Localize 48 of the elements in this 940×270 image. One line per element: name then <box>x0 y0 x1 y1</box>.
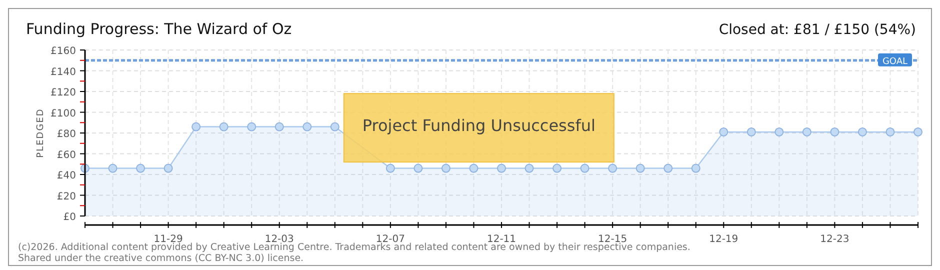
point <box>274 122 284 132</box>
y-tick-label: £160 <box>50 46 76 57</box>
point <box>386 164 395 173</box>
y-tick-label: £120 <box>50 88 76 98</box>
y-tick-label: £40 <box>56 170 76 182</box>
point <box>441 164 450 173</box>
point <box>497 164 506 173</box>
y-tick-label: £140 <box>50 66 76 78</box>
x-tick-label: 12-23 <box>820 234 850 245</box>
point <box>664 164 673 173</box>
text: Shared under the creative commons (CC BY-NC 3.0) license. <box>18 253 304 264</box>
point <box>247 122 256 132</box>
y-axis-title: PLEDGED <box>36 108 46 158</box>
y-tick-label: £80 <box>56 129 76 140</box>
chart-title: Funding Progress: The Wizard of Oz <box>26 20 292 38</box>
point <box>719 127 728 136</box>
point <box>802 127 812 136</box>
point <box>552 164 562 173</box>
point <box>830 127 840 136</box>
text: (c)2026. Additional content provided by Creative Learning Centre. Trademarks and related content are owned by their respective companies. <box>18 242 690 253</box>
point <box>858 127 867 136</box>
point <box>524 164 534 173</box>
point <box>108 164 118 173</box>
x-tick-label: 12-11 <box>486 234 516 245</box>
point <box>774 127 784 136</box>
point <box>886 127 895 136</box>
point <box>469 164 478 173</box>
y-tick-label: £0 <box>63 212 76 223</box>
point <box>746 127 756 136</box>
point <box>219 122 228 132</box>
y-tick-label: £20 <box>56 191 76 202</box>
point <box>636 164 645 173</box>
x-tick-label: 12-19 <box>709 234 738 245</box>
point <box>164 164 173 173</box>
point <box>691 164 700 173</box>
point <box>580 164 590 173</box>
y-tick-label: £60 <box>56 150 76 161</box>
point <box>608 164 618 173</box>
point <box>414 164 423 173</box>
annotation: Project Funding Unsuccessful <box>362 116 596 135</box>
point <box>192 122 201 132</box>
point <box>136 164 146 173</box>
point <box>914 127 922 136</box>
ref-line-label: GOAL <box>882 56 908 67</box>
point <box>302 122 312 132</box>
y-tick-label: £100 <box>50 108 76 120</box>
point <box>330 122 340 132</box>
chart-subtitle: Closed at: £81 / £150 (54%) <box>718 22 916 38</box>
